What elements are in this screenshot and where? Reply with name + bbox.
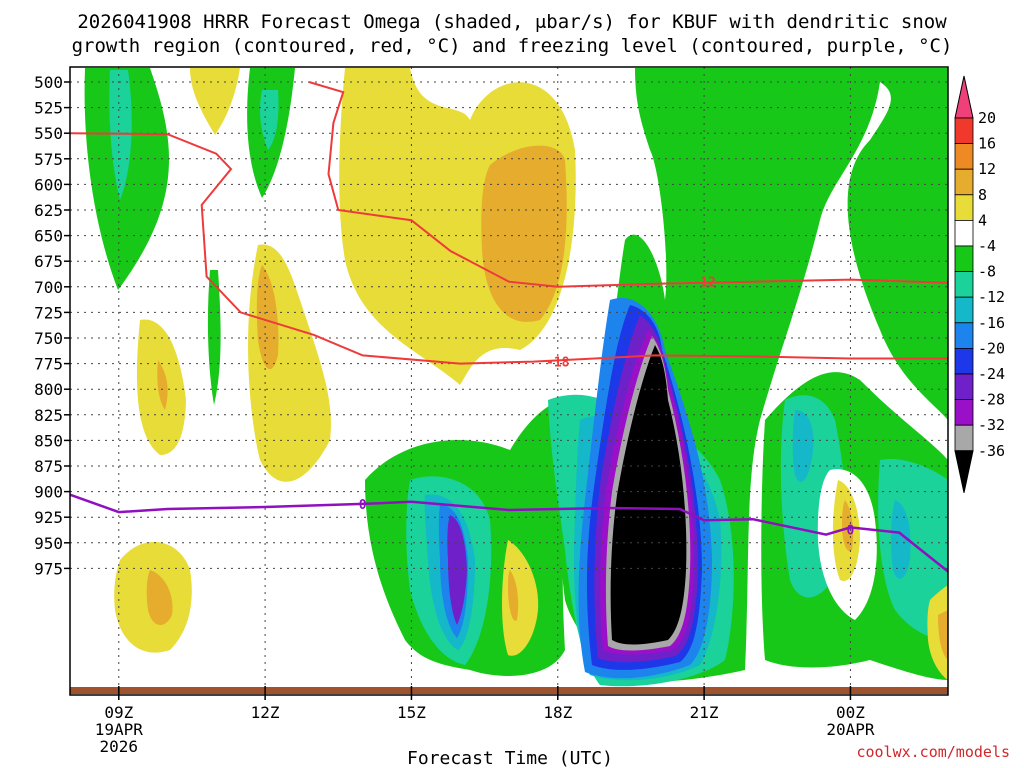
x-axis-label: Forecast Time (UTC) — [407, 748, 613, 768]
colorbar-label: -36 — [978, 442, 1005, 460]
colorbar-segment — [954, 143, 974, 170]
omega-shade-region — [481, 145, 567, 322]
colorbar-label: -28 — [978, 391, 1005, 409]
omega-shade-region — [256, 265, 279, 370]
y-tick-label: 950 — [34, 534, 63, 553]
contour-label-freezing: 0 — [359, 498, 367, 513]
y-tick-label: 750 — [34, 329, 63, 348]
colorbar-label: 20 — [978, 109, 996, 127]
colorbar: 20 16 12 8 4 -4 -8 -12 -16 -20 -24 -28 -32 -36 — [954, 75, 1005, 493]
colorbar-segment — [954, 399, 974, 426]
x-tick-label: 15Z — [397, 703, 426, 722]
omega-shade-region — [842, 500, 854, 551]
chart-title-line1: 2026041908 HRRR Forecast Omega (shaded, … — [77, 11, 947, 33]
omega-shade-region — [260, 90, 279, 150]
colorbar-label: -20 — [978, 339, 1005, 357]
y-tick-label: 875 — [34, 457, 63, 476]
omega-shade-region — [927, 585, 948, 680]
colorbar-segment — [954, 296, 974, 324]
x-tick-label: 00Z — [836, 703, 865, 722]
colorbar-segment — [954, 322, 974, 349]
y-tick-label: 800 — [34, 380, 63, 399]
y-tick-label: 975 — [34, 559, 63, 578]
colorbar-label: -24 — [978, 365, 1005, 383]
y-tick-label: 925 — [34, 508, 63, 527]
chart-title-line2: growth region (contoured, red, °C) and f… — [72, 35, 953, 57]
colorbar-segment — [954, 245, 974, 273]
colorbar-label: -4 — [978, 237, 996, 255]
colorbar-top-arrow — [954, 75, 974, 119]
plot-frame — [69, 66, 949, 696]
x-tick-label: 12Z — [251, 703, 280, 722]
y-tick-label: 825 — [34, 406, 63, 425]
omega-shade-region — [938, 610, 948, 660]
y-tick-label: 725 — [34, 303, 63, 322]
y-tick-label: 500 — [34, 73, 63, 92]
colorbar-segment — [954, 271, 974, 298]
omega-shade-region — [207, 270, 221, 405]
omega-shade-region — [190, 68, 240, 135]
colorbar-segment — [954, 194, 974, 221]
colorbar-segment — [954, 219, 974, 247]
x-tick-label: 18Z — [543, 703, 572, 722]
omega-shade-region — [109, 70, 132, 200]
colorbar-bottom-arrow — [954, 450, 974, 493]
y-tick-label: 625 — [34, 201, 63, 220]
y-tick-label: 700 — [34, 278, 63, 297]
omega-shading — [84, 68, 948, 687]
omega-shade-region — [508, 570, 519, 621]
x-tick-date: 19APR — [95, 720, 144, 739]
colorbar-segment — [954, 168, 974, 196]
colorbar-label: -12 — [978, 288, 1005, 306]
colorbar-segment — [954, 117, 974, 145]
omega-shade-region — [610, 345, 687, 645]
x-tick-date: 20APR — [826, 720, 875, 739]
y-tick-label: 550 — [34, 124, 63, 143]
y-axis-pressure-ticks: 500 525 550 575 600 625 650 675 700 725 750 775 800 8… — [34, 73, 70, 578]
credit-text: coolwx.com/models — [856, 743, 1010, 761]
colorbar-label: -16 — [978, 314, 1005, 332]
x-tick-label: 21Z — [690, 703, 719, 722]
terrain-ground-bar — [70, 687, 948, 694]
y-tick-label: 900 — [34, 483, 63, 502]
omega-shade-region — [890, 500, 911, 579]
omega-shade-region — [502, 540, 539, 656]
y-tick-label: 600 — [34, 175, 63, 194]
colorbar-segment — [954, 424, 974, 452]
colorbar-label: 12 — [978, 160, 996, 178]
x-tick-label: 09Z — [104, 703, 133, 722]
colorbar-label: 8 — [978, 186, 987, 204]
contour-label-dgz_lower: -12 — [692, 276, 715, 291]
x-tick-year: 2026 — [100, 737, 139, 756]
contour-freezing — [69, 494, 949, 572]
omega-shade-region — [792, 410, 814, 482]
colorbar-segment — [954, 347, 974, 375]
contour-label-freezing: 0 — [847, 523, 855, 538]
contour-dgz_lower — [308, 81, 949, 288]
y-tick-label: 850 — [34, 431, 63, 450]
contour-lines: -18 -12 0 0 — [69, 81, 949, 573]
y-tick-label: 675 — [34, 252, 63, 271]
colorbar-label: -32 — [978, 416, 1005, 434]
y-tick-label: 525 — [34, 99, 63, 118]
y-tick-label: 775 — [34, 355, 63, 374]
omega-shade-region — [146, 570, 173, 626]
y-tick-label: 650 — [34, 227, 63, 246]
omega-shade-region — [157, 360, 168, 410]
colorbar-label: -8 — [978, 263, 996, 281]
colorbar-segment — [954, 373, 974, 401]
contour-label-dgz_upper: -18 — [546, 356, 570, 371]
colorbar-label: 4 — [978, 211, 987, 229]
colorbar-label: 16 — [978, 135, 996, 153]
contour-dgz_upper — [69, 132, 948, 365]
y-tick-label: 575 — [34, 150, 63, 169]
omega-shade-region — [84, 68, 170, 290]
